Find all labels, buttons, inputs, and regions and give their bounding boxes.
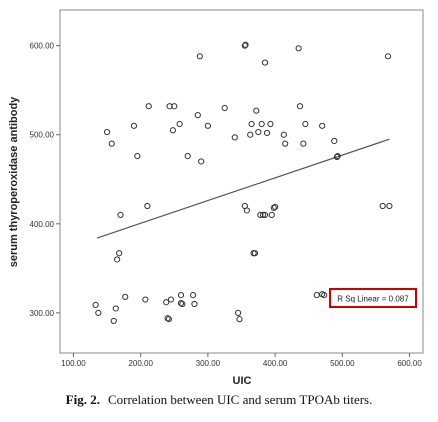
x-tick-label: 600.00 [397,359,422,368]
data-point [117,211,124,219]
data-point [177,300,185,307]
data-point [251,250,259,257]
data-point [145,103,152,110]
data-point [258,120,265,128]
data-point [296,103,304,110]
data-point [243,207,250,214]
data-point [167,296,175,303]
data-point [334,153,341,160]
figure-caption: Fig. 2. Correlation between UIC and serum… [0,392,438,408]
data-point [184,153,191,160]
data-point [92,301,99,308]
x-tick-label: 400.00 [263,359,288,368]
r-squared-box [329,288,417,308]
data-point [302,120,309,128]
scatter-chart: 100.00 200.00 300.00 400.00 500.00 600.00 300… [8,9,424,387]
data-point [165,316,172,323]
data-point [386,202,393,210]
data-point [248,120,255,128]
data-point [280,131,287,138]
data-point [169,127,177,134]
data-point [300,140,307,147]
data-point [198,158,205,165]
data-point [261,211,269,219]
y-tick-label: 300.00 [30,309,55,318]
y-tick-label: 500.00 [30,131,55,140]
x-axis-label: UIC [233,375,252,387]
data-point [108,140,115,147]
data-point [204,122,211,129]
data-point [235,309,242,317]
data-point [142,296,149,303]
data-point [333,153,341,161]
data-point [177,291,185,299]
x-axis-ticks: 100.00 200.00 300.00 400.00 500.00 600.00 [61,353,422,368]
data-point [196,53,203,60]
x-tick-label: 100.00 [61,359,86,368]
data-point [134,153,141,160]
data-point [112,305,119,312]
data-point [253,107,260,114]
x-tick-label: 200.00 [128,359,153,368]
figure-number: Fig. 2. [65,392,100,407]
data-point [163,299,170,306]
data-point [242,41,249,48]
data-point [95,309,102,317]
data-point [110,317,117,325]
y-axis-label: serum thyroperoxidase antibody [8,96,20,267]
data-point [263,129,271,137]
data-point [331,137,338,145]
data-point [247,131,254,138]
data-point [221,104,228,112]
r-squared-annotation: R Sq Linear = 0.087 [329,288,417,308]
data-point [231,134,238,141]
data-point [282,140,289,147]
data-point [255,128,262,136]
data-point [384,53,392,60]
data-point [270,204,277,211]
y-tick-label: 600.00 [30,42,55,51]
data-point [171,103,178,110]
data-point [261,59,269,66]
data-point [241,42,248,49]
data-point [267,120,274,128]
data-point [321,291,328,299]
data-points [92,41,393,325]
data-point [191,300,198,308]
data-point [103,128,111,136]
data-point [259,211,267,219]
y-axis-ticks: 300.00 400.00 500.00 600.00 [30,42,60,318]
data-point [194,112,201,119]
data-point [122,293,129,300]
data-point [295,45,302,52]
data-point [272,203,279,210]
y-tick-label: 400.00 [30,220,55,229]
data-point [130,122,138,129]
data-point [144,202,151,210]
data-point [379,202,386,210]
data-point [164,315,171,322]
figure-caption-text: Correlation between UIC and serum TPOAb … [107,392,373,407]
data-point [116,250,123,257]
x-tick-label: 300.00 [196,359,221,368]
data-point [114,256,121,263]
data-point [179,300,186,308]
r-squared-text: R Sq Linear = 0.087 [337,295,409,304]
x-tick-label: 500.00 [330,359,355,368]
data-point [268,211,275,219]
data-point [190,291,197,299]
data-point [176,120,183,128]
data-point [236,316,243,323]
data-point [319,122,326,129]
